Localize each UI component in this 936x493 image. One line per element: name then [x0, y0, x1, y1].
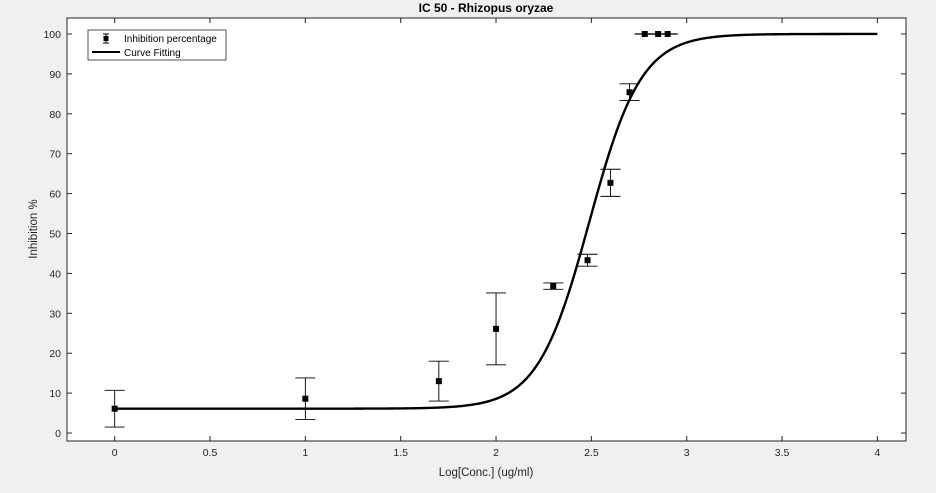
data-point-marker [664, 30, 671, 37]
data-point-marker [550, 283, 557, 290]
y-tick-label: 20 [49, 348, 61, 360]
y-tick-label: 30 [49, 308, 61, 320]
legend: Inhibition percentage Curve Fitting [87, 29, 227, 61]
data-point-marker [302, 395, 309, 402]
data-point-marker [607, 179, 614, 186]
x-tick-label: 1.5 [393, 447, 408, 459]
y-tick-label: 70 [49, 149, 61, 161]
x-axis-ticks: 0 0.5 1 1.5 2 2.5 3 3.5 4 [112, 18, 880, 459]
curve-fitting-line [114, 32, 878, 410]
y-tick-label: 40 [49, 268, 61, 280]
y-tick-label: 100 [43, 29, 61, 41]
y-tick-label: 50 [49, 228, 61, 240]
data-point-marker [111, 405, 118, 412]
y-axis-ticks: 0 10 20 30 40 50 60 70 80 90 100 [43, 29, 906, 440]
legend-label-curve: Curve Fitting [124, 48, 181, 59]
data-point-marker [626, 89, 633, 96]
y-tick-label: 80 [49, 109, 61, 121]
x-tick-label: 2 [493, 447, 499, 459]
chart-title: IC 50 - Rhizopus oryzae [419, 1, 554, 15]
x-tick-label: 3 [684, 447, 690, 459]
curve-fitting-series [114, 32, 878, 410]
legend-label-inhibition: Inhibition percentage [124, 34, 217, 45]
x-tick-label: 1 [302, 447, 308, 459]
x-tick-label: 0.5 [203, 447, 218, 459]
x-tick-label: 0 [112, 447, 118, 459]
data-point-marker [584, 257, 591, 264]
data-point-marker [435, 378, 442, 385]
y-tick-label: 10 [49, 388, 61, 400]
legend-square-marker [103, 36, 109, 41]
y-tick-label: 90 [49, 69, 61, 81]
data-point-marker [641, 30, 648, 37]
data-point-marker [493, 325, 500, 332]
y-tick-label: 60 [49, 189, 61, 201]
legend-box [87, 29, 227, 61]
y-axis-label: Inhibition % [28, 199, 40, 258]
x-tick-label: 4 [874, 447, 880, 459]
plot-area [66, 17, 907, 442]
x-tick-label: 2.5 [584, 447, 599, 459]
y-tick-label: 0 [55, 428, 61, 440]
x-tick-label: 3.5 [775, 447, 790, 459]
x-axis-label: Log[Conc.] (ug/ml) [439, 467, 534, 479]
inhibition-series [104, 30, 678, 428]
